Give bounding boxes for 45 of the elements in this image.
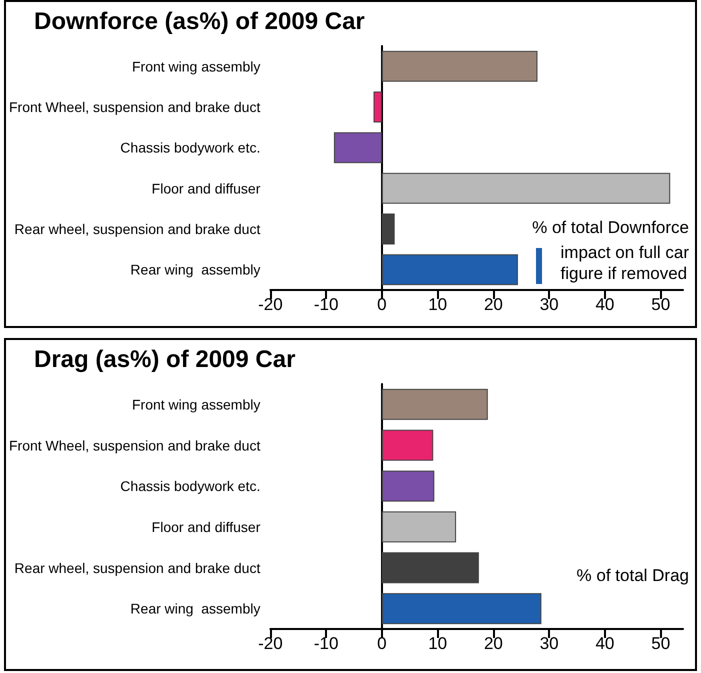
y-tick-label: Floor and diffuser [152,518,261,535]
y-tick-label: Front wing assembly [132,58,260,74]
bar [374,92,382,122]
x-tick-label: 30 [540,634,559,653]
x-tick-label: 10 [428,634,448,653]
x-tick-label: 40 [595,634,614,653]
y-tick-label: Chassis bodywork etc. [120,140,260,156]
bar [334,132,382,164]
x-tick-label: 20 [484,295,503,314]
y-tick-label: Front wing assembly [132,396,260,412]
x-tick-label: -10 [314,295,338,314]
chart-title: Downforce (as%) of 2009 Car [34,8,365,36]
bar [382,430,434,461]
bar [382,552,479,584]
annotation: % of total Downforce [532,217,689,238]
bar [382,172,670,204]
y-tick-label: Floor and diffuser [152,180,261,196]
x-tick-label: 10 [428,295,448,314]
y-tick-label: Chassis bodywork etc. [120,478,260,494]
bar [382,511,456,542]
y-tick-label: Rear wing assembly [130,262,260,278]
x-tick-label: 0 [377,295,387,314]
x-tick-label: 40 [595,295,614,314]
x-tick-label: 30 [540,295,559,314]
bar [382,214,395,244]
y-tick-label: Rear wheel, suspension and brake duct [14,221,260,237]
y-tick-label: Front Wheel, suspension and brake duct [8,437,260,454]
bar [382,388,488,420]
annotation: impact on full car figure if removed [560,242,689,284]
x-tick-label: -10 [314,634,338,653]
y-tick-label: Front Wheel, suspension and brake duct [8,99,260,115]
x-tick-label: 50 [651,295,670,314]
bar [382,470,434,502]
x-tick-label: 50 [651,634,670,653]
y-tick-label: Rear wheel, suspension and brake duct [14,560,260,576]
bar [382,593,542,624]
x-tick-label: -20 [258,295,283,314]
chart-title: Drag (as%) of 2009 Car [34,346,296,374]
bar [382,254,518,286]
y-tick-label: Rear wing assembly [130,600,260,617]
bar [382,50,538,82]
x-tick-label: 0 [377,634,387,653]
x-tick-label: -20 [258,634,283,653]
annotation: % of total Drag [576,565,689,586]
x-tick-label: 20 [484,634,503,653]
